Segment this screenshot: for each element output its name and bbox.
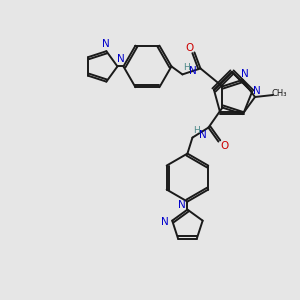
Text: N: N [161,217,169,226]
Text: N: N [253,86,261,96]
Text: O: O [185,44,194,53]
Text: CH₃: CH₃ [271,89,287,98]
Text: N: N [241,69,248,79]
Text: H: H [183,63,190,72]
Text: O: O [220,141,229,151]
Text: N: N [199,130,206,140]
Text: N: N [117,54,124,64]
Text: N: N [189,66,196,76]
Text: N: N [178,200,185,210]
Text: H: H [193,126,200,135]
Text: N: N [101,39,109,49]
